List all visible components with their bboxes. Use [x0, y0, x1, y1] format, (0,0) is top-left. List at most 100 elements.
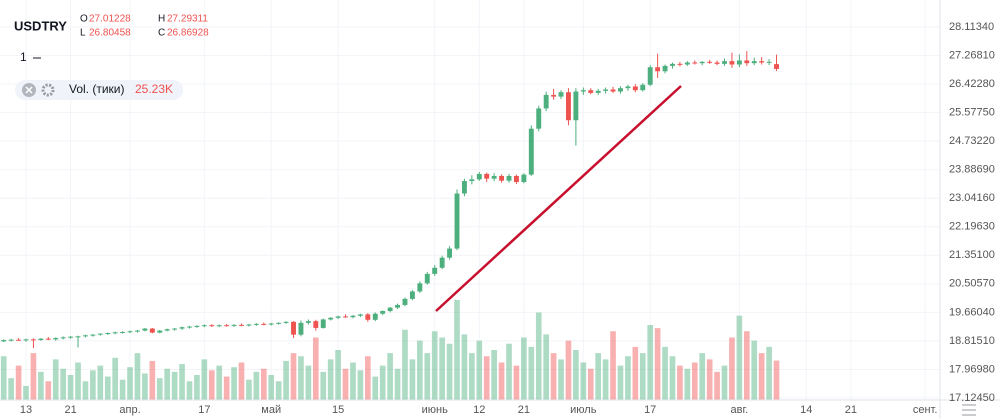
volume-bar [194, 375, 200, 400]
volume-bar [97, 365, 104, 400]
volume-bar [201, 359, 208, 400]
volume-bar [699, 353, 706, 400]
volume-bar [275, 381, 282, 400]
candle-body [83, 335, 88, 337]
candle-body [380, 311, 386, 314]
y-tick-label: 18.81510 [949, 335, 995, 347]
candle-body [164, 329, 170, 331]
volume-bar [75, 362, 81, 400]
volume-bar [379, 365, 386, 400]
volume-bar [216, 365, 223, 400]
volume-bar [632, 346, 639, 400]
volume-bar [617, 365, 624, 400]
volume-bar [0, 356, 7, 400]
volume-bar [223, 376, 230, 400]
volume-bar [402, 329, 408, 400]
candle-body [424, 273, 430, 284]
candle-body [239, 324, 244, 326]
volume-bar [23, 385, 29, 400]
candle-body [499, 175, 505, 181]
candle-body [625, 86, 631, 89]
volume-bar [773, 360, 780, 400]
volume-bar [587, 368, 594, 400]
candle-body [469, 179, 475, 182]
candle-body [774, 64, 779, 69]
volume-bar [714, 371, 720, 400]
volume-bar [580, 362, 587, 400]
candle-body [231, 324, 237, 326]
volume-bar [654, 328, 661, 400]
candle-body [751, 61, 757, 64]
volume-bar [469, 353, 475, 400]
candle-body [30, 339, 36, 341]
candle-body [343, 316, 348, 318]
candle-body [417, 283, 423, 292]
x-tick-label: июнь [422, 404, 448, 416]
candle-body [640, 84, 646, 91]
volume-bar [60, 368, 66, 400]
volume-bar [602, 359, 609, 400]
candle-body [744, 60, 750, 64]
volume-bar [365, 356, 371, 400]
volume-bar [691, 362, 698, 400]
y-tick-label: 20.50570 [949, 278, 995, 290]
volume-bar [8, 378, 14, 400]
y-tick-label: 28.11340 [949, 21, 994, 33]
candle-body [506, 175, 512, 181]
volume-bar [335, 350, 341, 400]
volume-bar [684, 368, 691, 400]
volume-bar [290, 353, 297, 400]
volume-bar [30, 353, 37, 400]
candle-body [261, 323, 267, 325]
volume-bar [729, 337, 735, 400]
legend-value: 26.86928 [167, 28, 209, 39]
candle-body [276, 322, 282, 324]
volume-bar [45, 381, 52, 400]
candle-body [246, 324, 252, 326]
volume-bar [766, 346, 772, 400]
candle-layer [1, 51, 779, 349]
volume-bar [283, 360, 289, 400]
ohlc-legend: O 27.01228 H 27.29311 L 26.80458 C 26.86928 [80, 14, 209, 39]
candle-body [313, 321, 319, 328]
volume-bar [327, 359, 334, 400]
volume-bar [565, 340, 572, 400]
volume-bar [112, 357, 119, 400]
legend-value: 27.01228 [89, 14, 131, 25]
x-tick-label: 21 [845, 404, 857, 416]
settings-icon[interactable] [41, 83, 55, 97]
volume-bar [721, 365, 728, 400]
candle-body [328, 317, 334, 320]
y-tick-label: 27.26810 [949, 49, 995, 61]
volume-value: 25.23K [135, 82, 173, 96]
volume-bar [417, 340, 423, 400]
candle-body [543, 94, 549, 109]
y-tick-label: 19.66040 [949, 306, 995, 318]
volume-bar [498, 362, 505, 400]
x-tick-label: 21 [518, 404, 530, 416]
volume-bar [186, 381, 193, 400]
volume-title: Vol. (тики) [69, 82, 125, 96]
candle-body [558, 92, 564, 97]
settings-button[interactable] [962, 404, 976, 416]
candle-body [350, 315, 356, 318]
volume-bar [491, 350, 497, 400]
candle-body [521, 174, 527, 183]
candle-body [722, 61, 727, 64]
x-tick-label: 15 [332, 404, 344, 416]
volume-bar [119, 379, 126, 400]
y-tick-label: 25.57750 [949, 106, 995, 118]
legend-value: 26.80458 [89, 28, 131, 39]
volume-bar [625, 356, 631, 400]
trend-line [435, 85, 682, 312]
volume-layer [0, 300, 780, 400]
candle-body [447, 248, 453, 258]
candle-body [1, 340, 7, 342]
volume-bar [409, 359, 416, 400]
candle-body [23, 339, 29, 341]
interval[interactable]: 1 [20, 50, 27, 64]
x-tick-label: 13 [20, 404, 32, 416]
candle-body [268, 323, 274, 325]
candle-body [759, 61, 765, 63]
candle-body [684, 62, 690, 65]
